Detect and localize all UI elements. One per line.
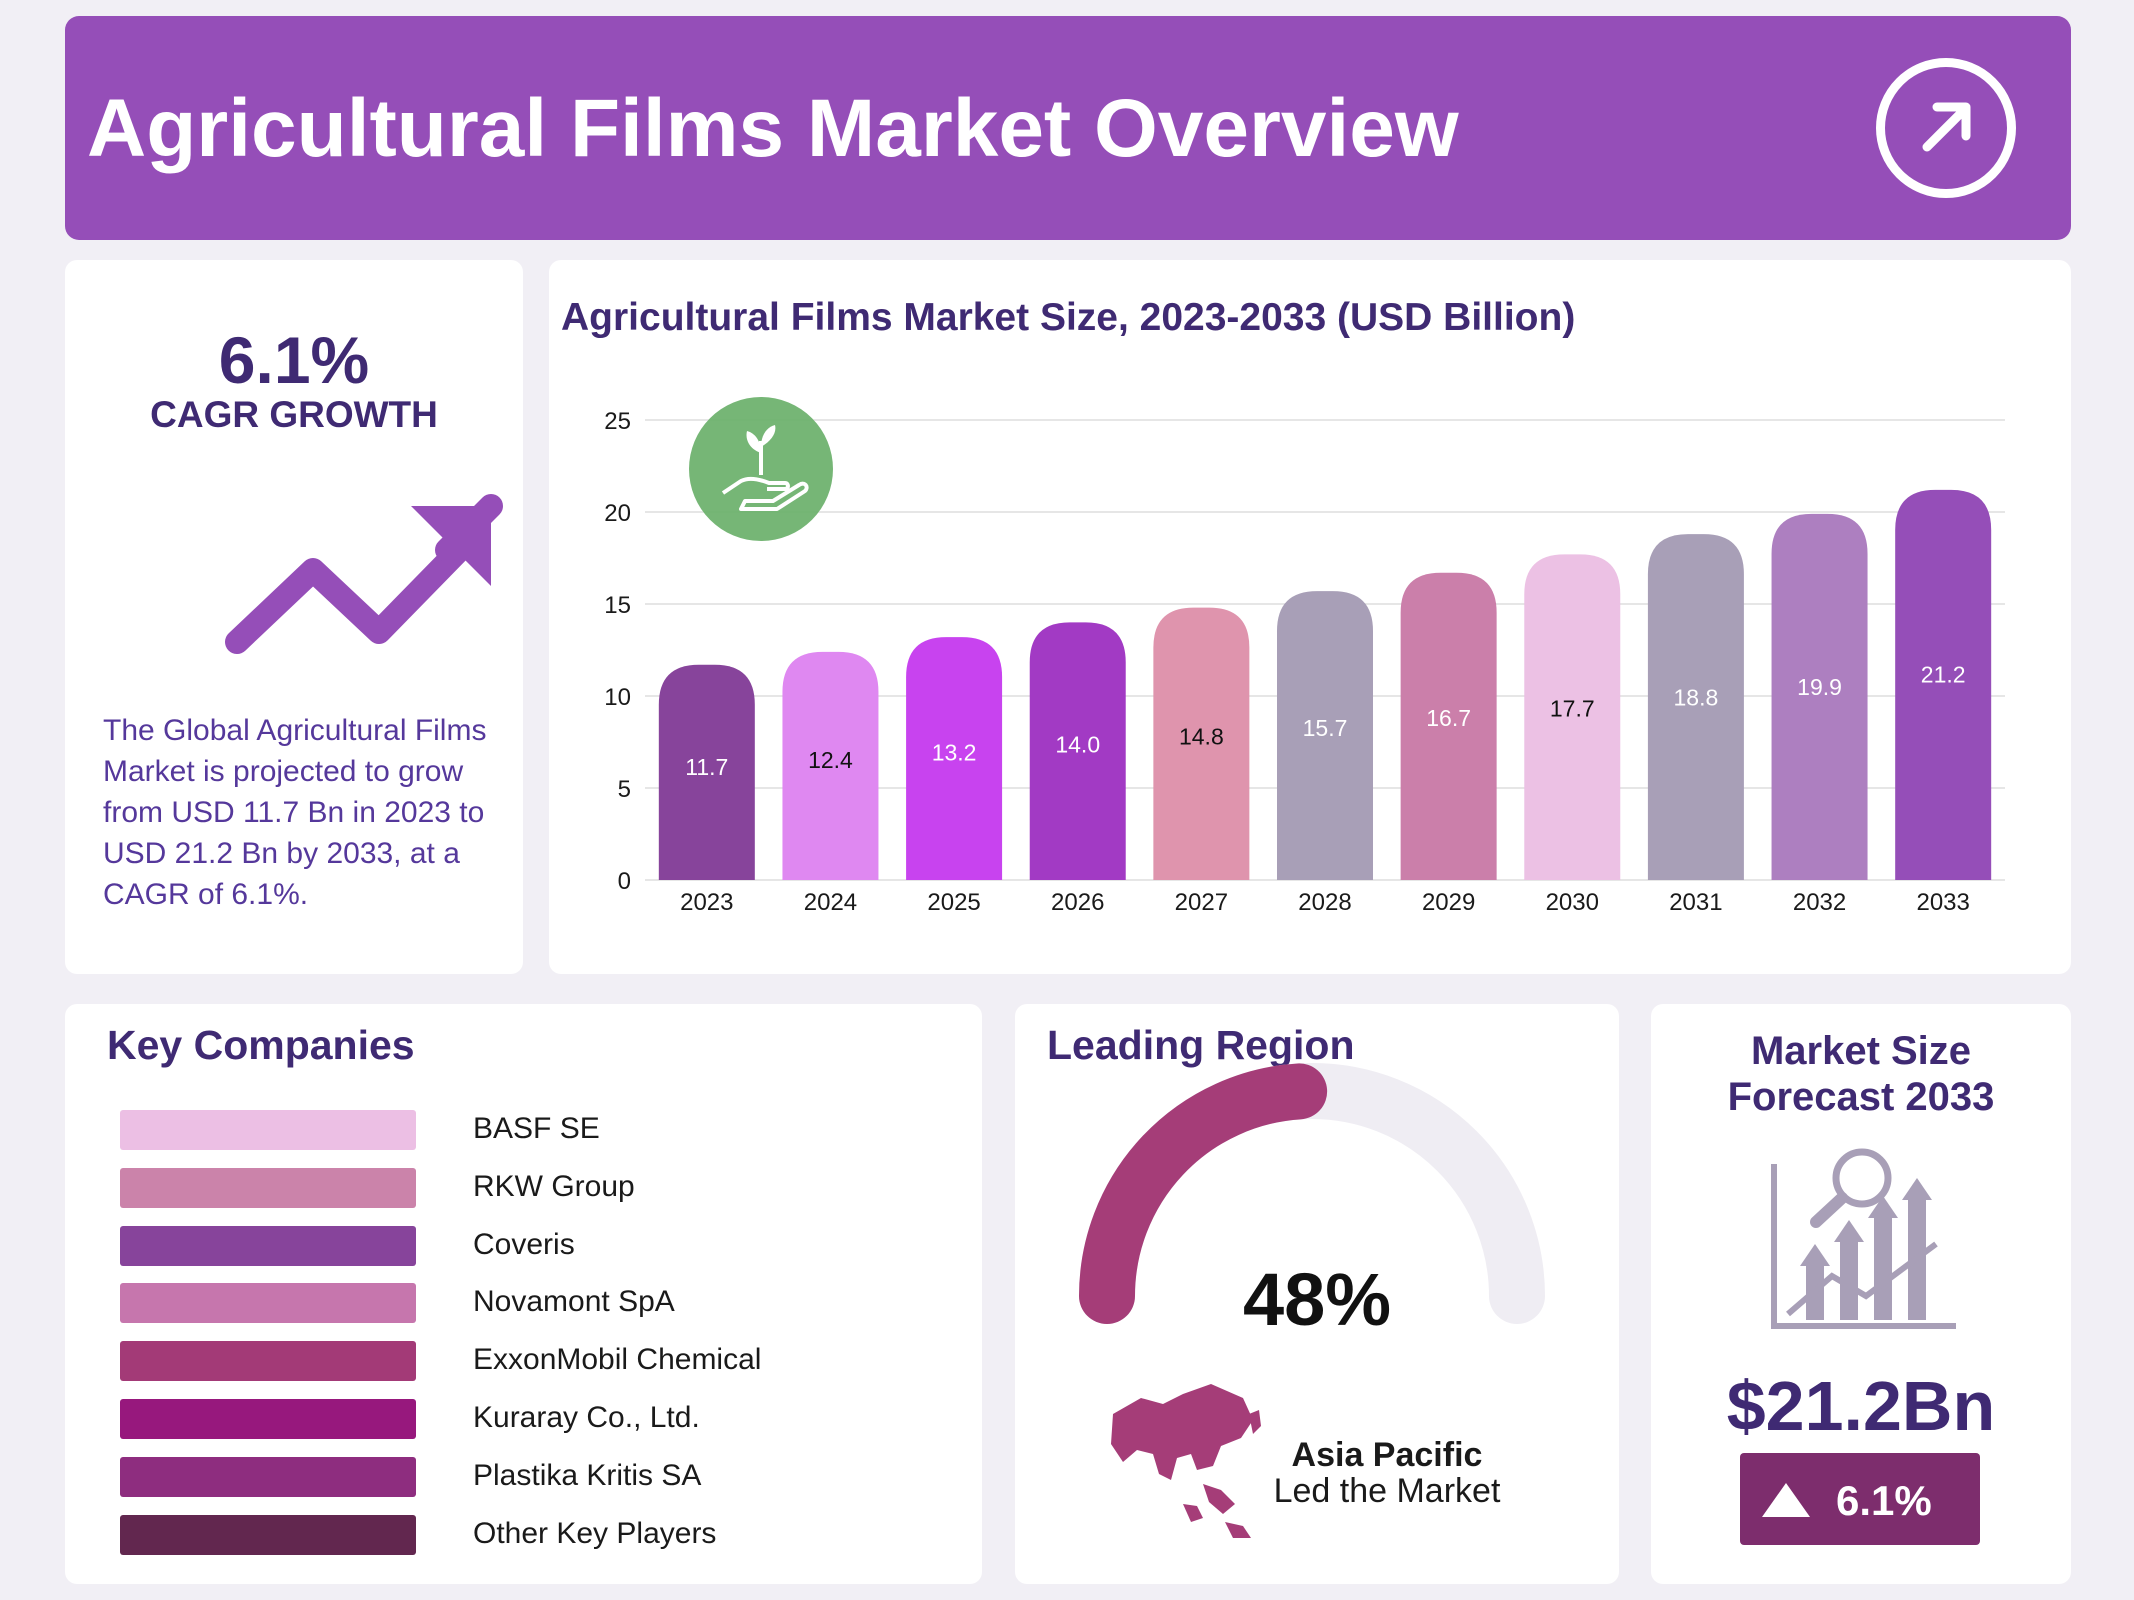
bar-2033 <box>1895 489 1992 880</box>
y-tick-label: 10 <box>604 684 631 711</box>
bar-2024 <box>782 651 879 880</box>
bar-value-label: 14.0 <box>1055 731 1100 757</box>
region-share-gauge <box>1079 1063 1545 1324</box>
market-forecast-panel: Market Size Forecast 2033 $21.2Bn 6.1% <box>1651 1004 2071 1584</box>
bar-value-label: 14.8 <box>1179 724 1224 750</box>
region-note: Led the Market <box>1273 1472 1501 1510</box>
company-row: Coveris <box>120 1225 920 1266</box>
bar-value-label: 11.7 <box>685 754 728 780</box>
company-name: ExxonMobil Chemical <box>473 1343 762 1377</box>
page-title: Agricultural Films Market Overview <box>87 83 1459 174</box>
bar-chart: 051015202511.7202312.4202413.2202514.020… <box>604 408 2005 916</box>
company-name: Plastika Kritis SA <box>473 1458 702 1492</box>
company-color-swatch <box>120 1341 416 1382</box>
x-tick-label: 2033 <box>1916 889 1969 916</box>
company-row: Novamont SpA <box>120 1283 920 1324</box>
x-tick-label: 2023 <box>680 889 733 916</box>
bar-2027 <box>1153 607 1250 880</box>
cagr-panel: 6.1% CAGR GROWTH The Global Agricultural… <box>65 260 523 974</box>
growth-badge-value: 6.1% <box>1836 1477 1932 1524</box>
cagr-value: 6.1% <box>218 323 370 397</box>
bar-2023 <box>658 664 755 880</box>
key-companies-title: Key Companies <box>107 1022 415 1068</box>
leading-region-panel: Leading Region 48% Asia Pacific Led the … <box>1015 1004 1619 1584</box>
bar-value-label: 17.7 <box>1550 695 1595 721</box>
company-name: RKW Group <box>473 1169 635 1203</box>
region-share-value: 48% <box>1242 1258 1392 1341</box>
growth-analytics-icon <box>1766 1144 1956 1339</box>
company-color-swatch <box>120 1514 416 1555</box>
company-row: Kuraray Co., Ltd. <box>120 1399 920 1439</box>
bar-2032 <box>1771 513 1868 880</box>
bar-2031 <box>1647 534 1744 880</box>
company-color-swatch <box>120 1456 416 1497</box>
y-tick-label: 25 <box>604 408 631 435</box>
header-banner: Agricultural Films Market Overview <box>65 16 2071 240</box>
bar-value-label: 18.8 <box>1674 685 1719 711</box>
x-tick-label: 2029 <box>1422 889 1475 916</box>
chart-title: Agricultural Films Market Size, 2023-203… <box>561 296 1576 339</box>
cagr-label: CAGR GROWTH <box>150 394 438 435</box>
growth-badge: 6.1% <box>1740 1453 1980 1545</box>
triangle-up-icon <box>1762 1483 1810 1517</box>
bar-2025 <box>906 637 1003 880</box>
company-row: ExxonMobil Chemical <box>120 1341 920 1382</box>
x-tick-label: 2031 <box>1669 889 1722 916</box>
trend-up-arrow-icon <box>215 492 505 677</box>
company-row: BASF SE <box>120 1110 920 1150</box>
bar-2030 <box>1524 554 1621 880</box>
forecast-title-line2: Forecast 2033 <box>1727 1075 1995 1119</box>
bar-2028 <box>1277 591 1373 880</box>
y-tick-label: 5 <box>618 776 631 803</box>
company-row: Other Key Players <box>120 1514 920 1555</box>
x-tick-label: 2032 <box>1793 889 1846 916</box>
company-name: Kuraray Co., Ltd. <box>473 1401 700 1434</box>
company-color-swatch <box>120 1110 416 1150</box>
company-color-swatch <box>120 1225 416 1266</box>
x-tick-label: 2026 <box>1051 889 1104 916</box>
x-tick-label: 2028 <box>1298 889 1351 916</box>
bar-value-label: 12.4 <box>808 747 853 773</box>
key-companies-panel: Key Companies BASF SE RKW Group Coveris Nov… <box>65 1004 982 1584</box>
company-name: Other Key Players <box>473 1516 717 1550</box>
y-tick-label: 0 <box>618 868 631 895</box>
company-color-swatch <box>120 1167 416 1208</box>
bar-value-label: 19.9 <box>1797 674 1842 700</box>
company-row: RKW Group <box>120 1167 920 1208</box>
y-tick-label: 15 <box>604 592 631 619</box>
bar-value-label: 13.2 <box>932 739 977 765</box>
bar-value-label: 16.7 <box>1426 705 1471 731</box>
bar-2029 <box>1400 572 1497 880</box>
plant-in-hand-icon <box>689 397 833 541</box>
forecast-value: $21.2Bn <box>1726 1367 1996 1445</box>
asia-map-icon <box>1093 1354 1263 1549</box>
company-color-swatch <box>120 1283 416 1324</box>
company-name: BASF SE <box>473 1112 600 1145</box>
x-tick-label: 2024 <box>804 889 857 916</box>
company-name: Novamont SpA <box>473 1285 675 1319</box>
forecast-title: Market Size Forecast 2033 <box>1651 1028 2071 1120</box>
arrow-up-right-icon <box>1876 58 2016 198</box>
x-tick-label: 2030 <box>1546 889 1599 916</box>
leading-region-title: Leading Region <box>1047 1022 1355 1068</box>
gauge-fill <box>1079 1063 1328 1324</box>
company-row: Plastika Kritis SA <box>120 1456 920 1497</box>
cagr-description: The Global Agricultural Films Market is … <box>103 714 487 911</box>
bar-value-label: 15.7 <box>1303 715 1348 741</box>
company-color-swatch <box>120 1399 416 1439</box>
x-tick-label: 2025 <box>927 889 980 916</box>
forecast-title-line1: Market Size <box>1750 1029 1972 1073</box>
company-name: Coveris <box>473 1227 575 1261</box>
bar-2026 <box>1029 622 1126 880</box>
region-name: Asia Pacific <box>1291 1436 1483 1474</box>
y-tick-label: 20 <box>604 500 631 527</box>
x-tick-label: 2027 <box>1175 889 1228 916</box>
chart-panel: Agricultural Films Market Size, 2023-203… <box>549 260 2071 974</box>
bar-value-label: 21.2 <box>1921 661 1966 687</box>
